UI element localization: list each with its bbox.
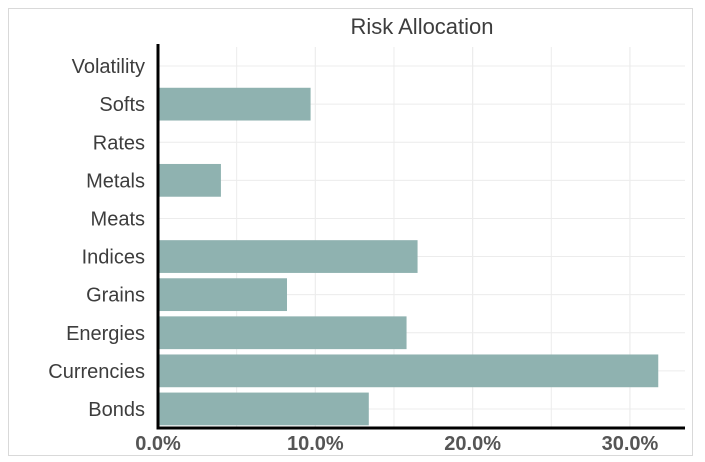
bar-energies [158,316,407,350]
x-tick-label: 30.0% [602,433,659,455]
category-label: Grains [86,285,145,307]
category-label: Bonds [88,399,145,421]
x-tick-label: 10.0% [287,433,344,455]
bar-indices [158,240,418,273]
bar-metals [158,163,221,197]
category-label: Currencies [48,361,145,383]
category-label: Softs [99,94,145,116]
category-label: Energies [66,323,145,345]
category-label: Indices [82,247,145,269]
bar-grains [158,278,287,312]
category-label: Volatility [72,56,145,78]
bar-bonds [158,392,369,426]
bar-layer [158,87,659,426]
category-label: Rates [93,132,145,154]
bar-softs [158,87,311,121]
label-layer: Bonds Currencies Energies Grains Indices Meat… [48,56,658,455]
chart-title: Risk Allocation [350,14,493,39]
x-tick-label: 20.0% [444,433,501,455]
category-label: Metals [86,170,145,192]
category-label: Meats [91,208,145,230]
bar-currencies [158,354,659,388]
axis-layer [156,44,685,430]
x-tick-label: 0.0% [135,433,181,455]
